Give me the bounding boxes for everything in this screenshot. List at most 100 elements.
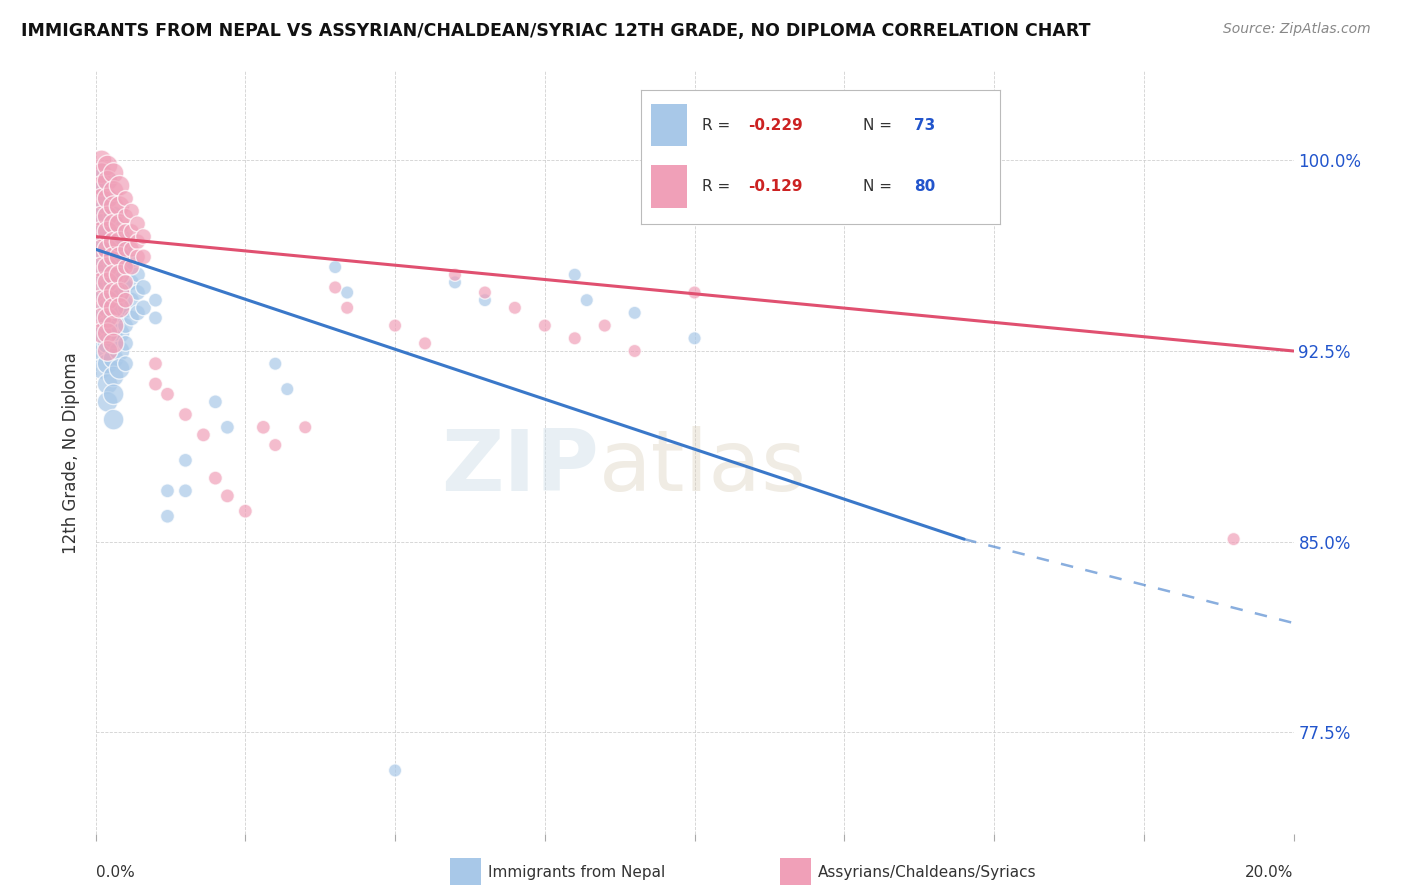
Point (97, 174, 120, 188)
Point (97, 357, 120, 371)
Point (97, 318, 120, 333)
Point (97, 242, 120, 256)
Point (90, 184, 112, 198)
Point (156, 387, 179, 401)
Point (90, 268, 112, 282)
Point (97, 336, 120, 351)
Point (174, 453, 197, 467)
Point (108, 217, 131, 231)
Point (97, 260, 120, 274)
Point (97, 394, 120, 409)
Point (108, 235, 131, 249)
Point (593, 318, 616, 333)
Point (121, 225, 143, 239)
Point (103, 250, 125, 264)
Y-axis label: 12th Grade, No Diploma: 12th Grade, No Diploma (62, 351, 80, 554)
Point (114, 336, 136, 351)
Point (114, 225, 136, 239)
Point (127, 306, 149, 320)
Point (103, 412, 125, 426)
Point (108, 250, 131, 264)
Point (97, 260, 120, 274)
Point (114, 276, 136, 290)
Point (323, 280, 346, 294)
Point (90, 178, 112, 193)
Point (121, 204, 143, 219)
Point (121, 276, 143, 290)
Point (114, 280, 136, 294)
Point (90, 153, 112, 168)
Point (103, 255, 125, 269)
Point (145, 377, 167, 392)
Point (145, 310, 167, 325)
Point (474, 285, 496, 300)
Point (276, 382, 298, 396)
Point (90, 361, 112, 376)
Point (90, 217, 112, 231)
Point (97, 276, 120, 290)
Point (384, 318, 406, 333)
Point (384, 764, 406, 778)
Point (564, 331, 586, 345)
Point (413, 336, 436, 351)
Point (90, 306, 112, 320)
Point (204, 471, 226, 485)
Point (97, 326, 120, 341)
Point (114, 318, 136, 333)
Text: Immigrants from Nepal: Immigrants from Nepal (488, 865, 665, 880)
Point (97, 301, 120, 315)
Point (121, 255, 143, 269)
Point (114, 242, 136, 256)
Point (90, 343, 112, 358)
Point (103, 331, 125, 345)
Point (114, 209, 136, 223)
Point (145, 293, 167, 307)
Point (127, 285, 149, 300)
Point (90, 293, 112, 307)
Point (97, 158, 120, 172)
Point (1222, 532, 1244, 546)
Point (534, 318, 557, 333)
Point (97, 174, 120, 188)
Point (193, 428, 215, 442)
Point (114, 191, 136, 205)
Point (90, 166, 112, 180)
Point (127, 250, 149, 264)
Point (97, 225, 120, 239)
Point (90, 209, 112, 223)
Point (90, 326, 112, 341)
Point (217, 420, 239, 434)
Point (103, 166, 125, 180)
Text: 0.0%: 0.0% (96, 864, 135, 880)
Point (174, 408, 197, 422)
Point (103, 285, 125, 300)
Text: Source: ZipAtlas.com: Source: ZipAtlas.com (1223, 22, 1371, 37)
Point (90, 326, 112, 341)
Point (108, 268, 131, 282)
Point (103, 268, 125, 282)
Point (103, 387, 125, 401)
Point (336, 301, 359, 315)
Point (90, 285, 112, 300)
Point (145, 357, 167, 371)
Point (108, 343, 131, 358)
Point (121, 242, 143, 256)
Point (97, 343, 120, 358)
Point (127, 217, 149, 231)
Point (90, 260, 112, 274)
Point (97, 242, 120, 256)
Point (114, 357, 136, 371)
Point (108, 285, 131, 300)
Point (103, 199, 125, 213)
Point (235, 504, 257, 518)
Point (264, 357, 287, 371)
Point (156, 509, 179, 524)
Text: 20.0%: 20.0% (1246, 864, 1294, 880)
Point (97, 377, 120, 392)
Point (97, 209, 120, 223)
Point (204, 394, 226, 409)
Point (294, 420, 316, 434)
Point (121, 310, 143, 325)
Point (108, 285, 131, 300)
Point (97, 310, 120, 325)
